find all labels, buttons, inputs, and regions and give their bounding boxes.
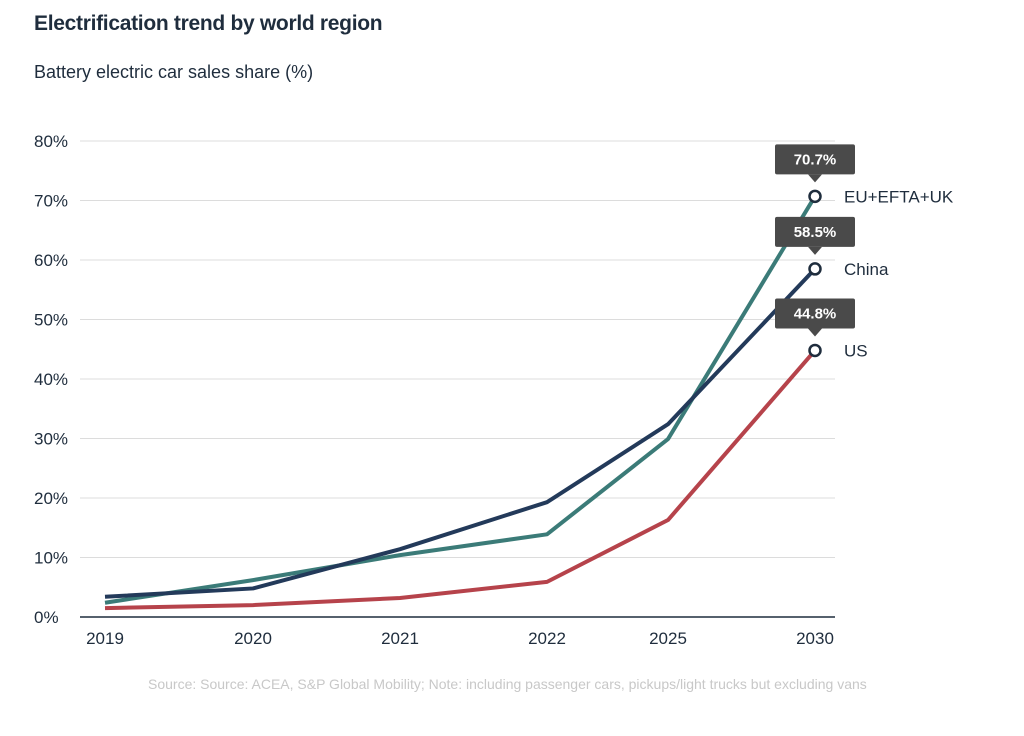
x-tick-label: 2020 bbox=[234, 629, 272, 648]
chart-subtitle: Battery electric car sales share (%) bbox=[34, 62, 314, 82]
series-label: US bbox=[844, 341, 868, 360]
tooltip-pointer bbox=[808, 174, 822, 183]
series-line-us bbox=[104, 349, 817, 611]
x-tick-label: 2030 bbox=[796, 629, 834, 648]
y-tick-label: 70% bbox=[34, 192, 68, 211]
tooltip-box bbox=[775, 144, 855, 175]
series-label: EU+EFTA+UK bbox=[844, 187, 954, 206]
tooltip-box bbox=[775, 216, 855, 247]
y-tick-label: 40% bbox=[34, 370, 68, 389]
end-point-marker bbox=[808, 343, 822, 358]
series-line-china bbox=[104, 267, 817, 599]
y-tick-label: 60% bbox=[34, 251, 68, 270]
source-note: Source: Source: ACEA, S&P Global Mobilit… bbox=[148, 676, 867, 692]
series-line-eu-efta-uk bbox=[104, 195, 817, 605]
y-tick-label: 50% bbox=[34, 311, 68, 330]
tooltip-box bbox=[775, 298, 855, 329]
tooltip-pointer bbox=[808, 328, 822, 337]
end-point-marker bbox=[808, 262, 822, 276]
y-tick-label: 30% bbox=[34, 430, 68, 449]
tooltip-value: 70.7% bbox=[794, 151, 837, 168]
value-tooltip: 44.8% bbox=[775, 298, 855, 337]
y-tick-label: 80% bbox=[34, 132, 68, 151]
series-label: China bbox=[844, 260, 889, 279]
end-point-marker bbox=[808, 189, 822, 204]
x-tick-label: 2022 bbox=[528, 629, 566, 648]
x-tick-label: 2025 bbox=[649, 629, 687, 648]
value-tooltip: 70.7% bbox=[775, 144, 855, 183]
y-tick-label: 10% bbox=[34, 549, 68, 568]
chart-title: Electrification trend by world region bbox=[34, 12, 383, 35]
tooltip-value: 58.5% bbox=[794, 224, 837, 241]
x-tick-label: 2019 bbox=[86, 629, 124, 648]
x-tick-label: 2021 bbox=[381, 629, 419, 648]
y-tick-label: 0% bbox=[34, 608, 59, 627]
y-tick-label: 20% bbox=[34, 489, 68, 508]
value-tooltip: 58.5% bbox=[775, 216, 855, 255]
tooltip-pointer bbox=[808, 246, 822, 255]
tooltip-value: 44.8% bbox=[794, 305, 837, 322]
